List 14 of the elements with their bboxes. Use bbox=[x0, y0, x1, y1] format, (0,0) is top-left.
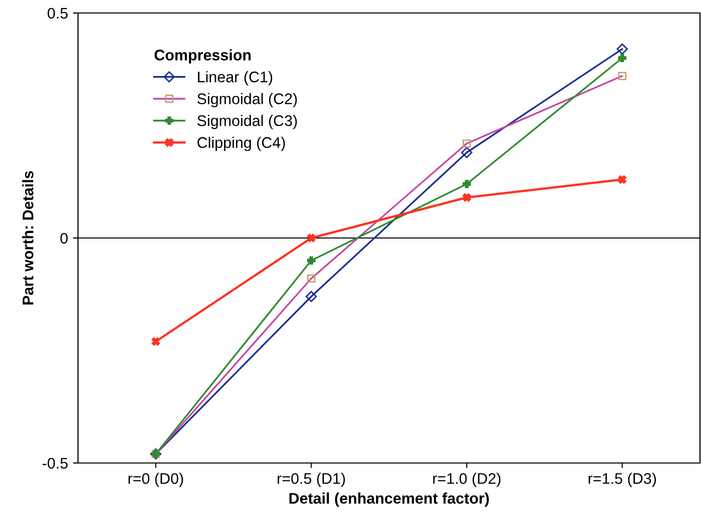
x-axis-title: Detail (enhancement factor) bbox=[289, 492, 489, 507]
y-tick-label: -0.5 bbox=[42, 458, 68, 469]
x-tick-label: r=0.5 (D1) bbox=[278, 472, 345, 487]
y-tick-label: 0 bbox=[60, 232, 68, 244]
y-tick-label: 0.5 bbox=[48, 8, 68, 19]
legend-label: Linear (C1) bbox=[198, 71, 272, 86]
legend-label: Sigmoidal (C3) bbox=[197, 114, 297, 130]
legend-label: Sigmoidal (C2) bbox=[197, 93, 297, 108]
legend-title: Compression bbox=[154, 49, 251, 64]
x-tick-label: r=1.5 (D3) bbox=[588, 472, 656, 487]
legend-label: Clipping (C4) bbox=[198, 136, 285, 152]
y-axis-title: Part worth: Details bbox=[22, 171, 34, 304]
x-tick-label: r=1.0 (D2) bbox=[433, 472, 500, 487]
x-tick-label: r=0 (D0) bbox=[128, 472, 184, 487]
